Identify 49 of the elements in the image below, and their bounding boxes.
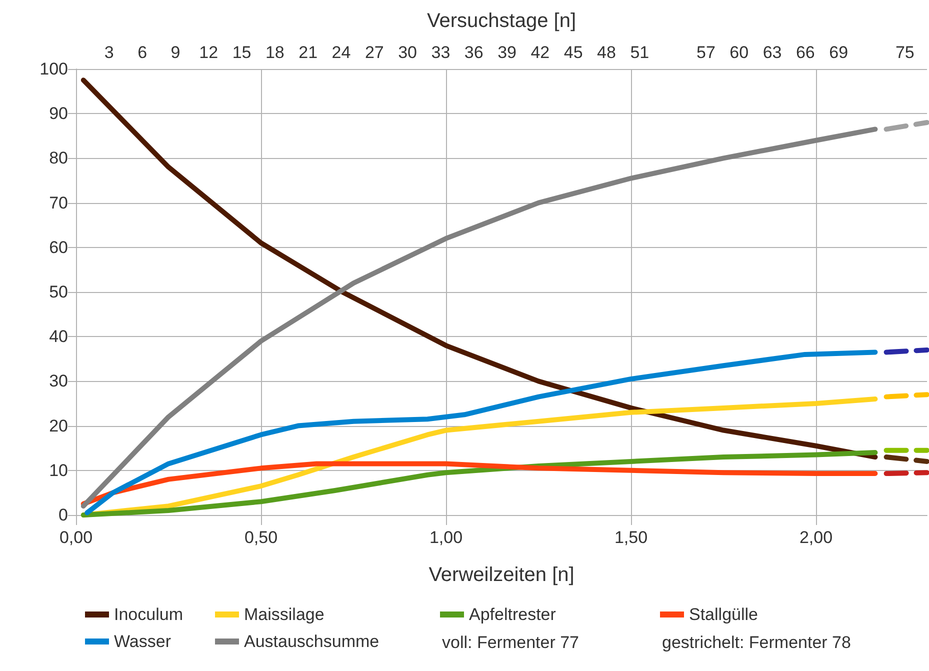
y-tick-label: 80 xyxy=(49,148,68,168)
y-tick-label: 90 xyxy=(49,104,68,124)
x-axis-title: Verweilzeiten [n] xyxy=(428,564,574,586)
x2-tick-label: 69 xyxy=(829,43,848,62)
x2-axis-title: Versuchstage [n] xyxy=(427,10,576,32)
y-tick-label: 70 xyxy=(49,193,68,212)
x2-tick-label: 60 xyxy=(730,43,749,62)
y-tick-label: 40 xyxy=(49,327,68,346)
x2-tick-label: 75 xyxy=(895,43,914,62)
y-tick-label: 60 xyxy=(49,238,68,257)
y-tick-label: 100 xyxy=(40,60,68,78)
x2-tick-label: 51 xyxy=(630,43,650,62)
x2-tick-label: 27 xyxy=(364,43,384,62)
x2-tick-label: 24 xyxy=(332,43,351,62)
x2-tick-label: 9 xyxy=(170,43,180,62)
x-tick-label: 1,00 xyxy=(429,528,463,547)
y-tick-label: 30 xyxy=(49,372,68,391)
y-tick-label: 50 xyxy=(49,282,68,302)
x2-tick-label: 45 xyxy=(564,43,583,62)
x2-tick-label: 36 xyxy=(464,43,484,62)
x2-tick-label: 57 xyxy=(696,43,716,62)
x2-tick-label: 66 xyxy=(796,43,815,62)
text: gestrichelt: Fermenter 78 xyxy=(662,633,851,652)
x2-tick-label: 21 xyxy=(298,43,318,62)
x2-tick-label: 63 xyxy=(762,43,782,62)
x2-tick-label: 6 xyxy=(138,43,148,62)
legend-label: Stallgülle xyxy=(689,605,758,624)
x2-tick-label: 3 xyxy=(104,43,114,62)
x-tick-label: 0,50 xyxy=(244,528,278,547)
x2-tick-label: 12 xyxy=(199,43,218,62)
x-tick-label: 1,50 xyxy=(614,528,648,547)
legend-label: Apfeltrester xyxy=(469,605,556,624)
x2-tick-label: 30 xyxy=(398,43,418,62)
x-tick-label: 2,00 xyxy=(799,528,833,547)
legend-label: Maissilage xyxy=(244,605,324,624)
x2-tick-label: 15 xyxy=(232,43,252,62)
x2-tick-label: 39 xyxy=(498,43,516,62)
y-tick-label: 10 xyxy=(49,460,68,480)
x2-tick-label: 42 xyxy=(530,43,550,62)
legend-label: Wasser xyxy=(114,632,172,651)
x2-tick-label: 48 xyxy=(597,43,616,62)
x2-tick-label: 18 xyxy=(265,43,284,62)
legend-label: Austauschsumme xyxy=(244,632,380,651)
y-tick-label: 20 xyxy=(49,416,68,436)
y-tick-label: 0 xyxy=(58,506,68,524)
x-tick-label: 0,00 xyxy=(59,528,93,547)
x2-tick-label: 33 xyxy=(431,43,450,62)
legend-label: Inoculum xyxy=(114,605,183,624)
text: voll: Fermenter 77 xyxy=(442,633,579,652)
